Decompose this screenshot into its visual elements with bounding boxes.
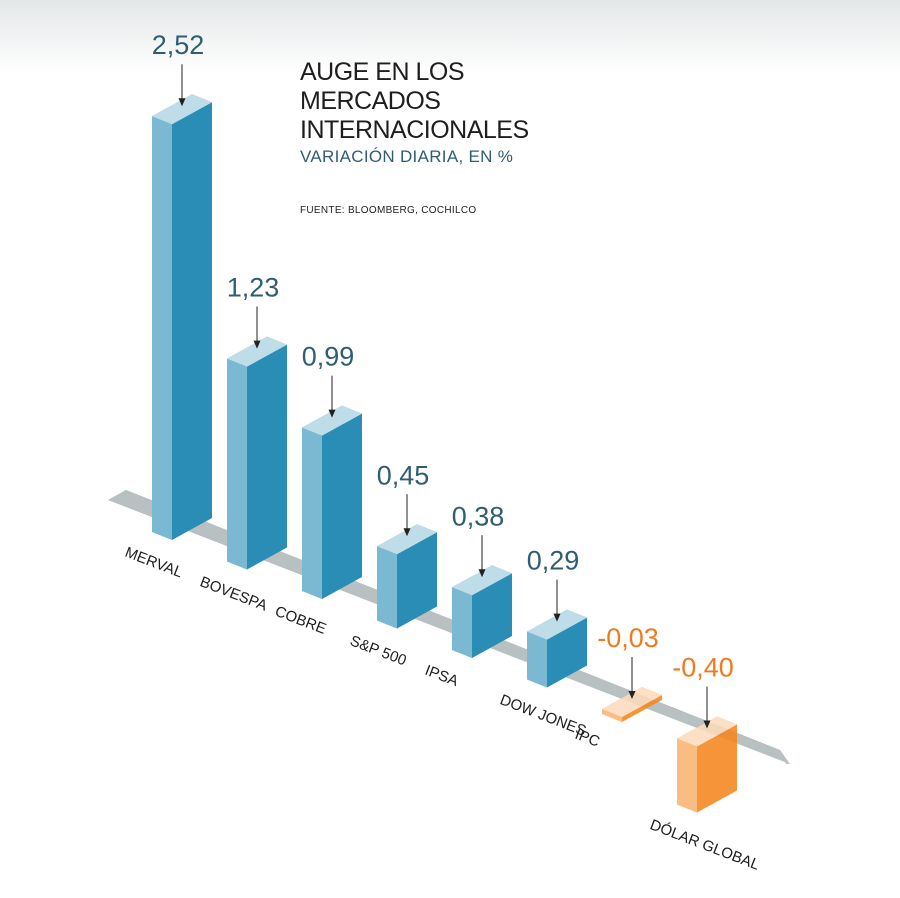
category-label: DOW JONES — [498, 691, 589, 739]
label-arrowhead — [403, 528, 411, 537]
bar — [527, 609, 587, 688]
bar-top-shade — [377, 524, 437, 555]
bar — [377, 524, 437, 629]
category-label: BOVESPA — [198, 573, 270, 614]
bar-top-shade — [602, 687, 662, 717]
value-label: 0,45 — [377, 460, 430, 490]
label-arrowhead — [253, 340, 261, 349]
bar-top-shade — [152, 94, 212, 125]
bar-front-shade — [302, 427, 322, 599]
bar-side — [322, 413, 362, 599]
bar-top-shade — [677, 716, 737, 747]
header: AUGE EN LOS MERCADOS INTERNACIONALES VAR… — [300, 58, 600, 216]
value-label: -0,40 — [672, 653, 734, 683]
bar-front — [302, 427, 322, 599]
bar-front — [377, 546, 397, 629]
bar-top-shade — [527, 609, 587, 640]
chart-title: AUGE EN LOS MERCADOS INTERNACIONALES — [300, 58, 529, 144]
bar-side — [172, 102, 212, 540]
bar-front-shade — [152, 116, 172, 540]
category-label: IPSA — [423, 662, 461, 690]
label-arrowhead — [703, 720, 711, 729]
bar — [677, 716, 737, 813]
bar-front — [677, 738, 697, 813]
bar-front-shade — [377, 546, 397, 629]
bar-side — [697, 724, 737, 813]
bar-top-shade — [302, 405, 362, 436]
category-label: IPC — [573, 726, 603, 751]
value-label: 0,99 — [302, 342, 355, 372]
bar — [602, 687, 662, 722]
bar-side — [547, 617, 587, 688]
label-arrowhead — [628, 691, 636, 699]
value-label: 1,23 — [227, 273, 280, 303]
bar-front-shade — [227, 358, 247, 570]
value-label: -0,03 — [597, 623, 659, 653]
bar-side — [247, 344, 287, 570]
bar-front — [227, 358, 247, 570]
category-label: MERVAL — [123, 544, 185, 581]
bar — [452, 565, 512, 658]
bar-side — [397, 532, 437, 629]
bar-front-shade — [677, 738, 697, 813]
bar-front — [152, 116, 172, 540]
base-strip — [108, 490, 790, 764]
value-label: 0,29 — [527, 546, 580, 576]
bar-top-shade — [452, 565, 512, 596]
label-arrowhead — [478, 569, 486, 578]
bar-front-shade — [527, 631, 547, 688]
category-label: S&P 500 — [348, 632, 409, 669]
chart-subtitle: VARIACIÓN DIARIA, EN % — [300, 147, 514, 166]
bar-front-shade — [602, 709, 622, 722]
bar — [152, 94, 212, 540]
bar-front — [527, 631, 547, 688]
label-arrowhead — [328, 409, 336, 418]
label-arrowhead — [178, 98, 186, 107]
bar-side — [472, 573, 512, 658]
bar-front-shade — [452, 587, 472, 658]
category-label: DÓLAR GLOBAL — [648, 816, 762, 873]
bar-side — [622, 695, 662, 722]
chart-source: FUENTE: BLOOMBERG, COCHILCO — [300, 205, 477, 216]
category-label: COBRE — [273, 603, 329, 638]
value-label: 0,38 — [452, 501, 505, 531]
label-arrowhead — [553, 613, 561, 622]
bar — [227, 336, 287, 570]
bar — [302, 405, 362, 599]
bar-top-shade — [227, 336, 287, 367]
bar-front — [452, 587, 472, 658]
value-label: 2,52 — [152, 30, 205, 60]
bar-front — [602, 709, 622, 722]
